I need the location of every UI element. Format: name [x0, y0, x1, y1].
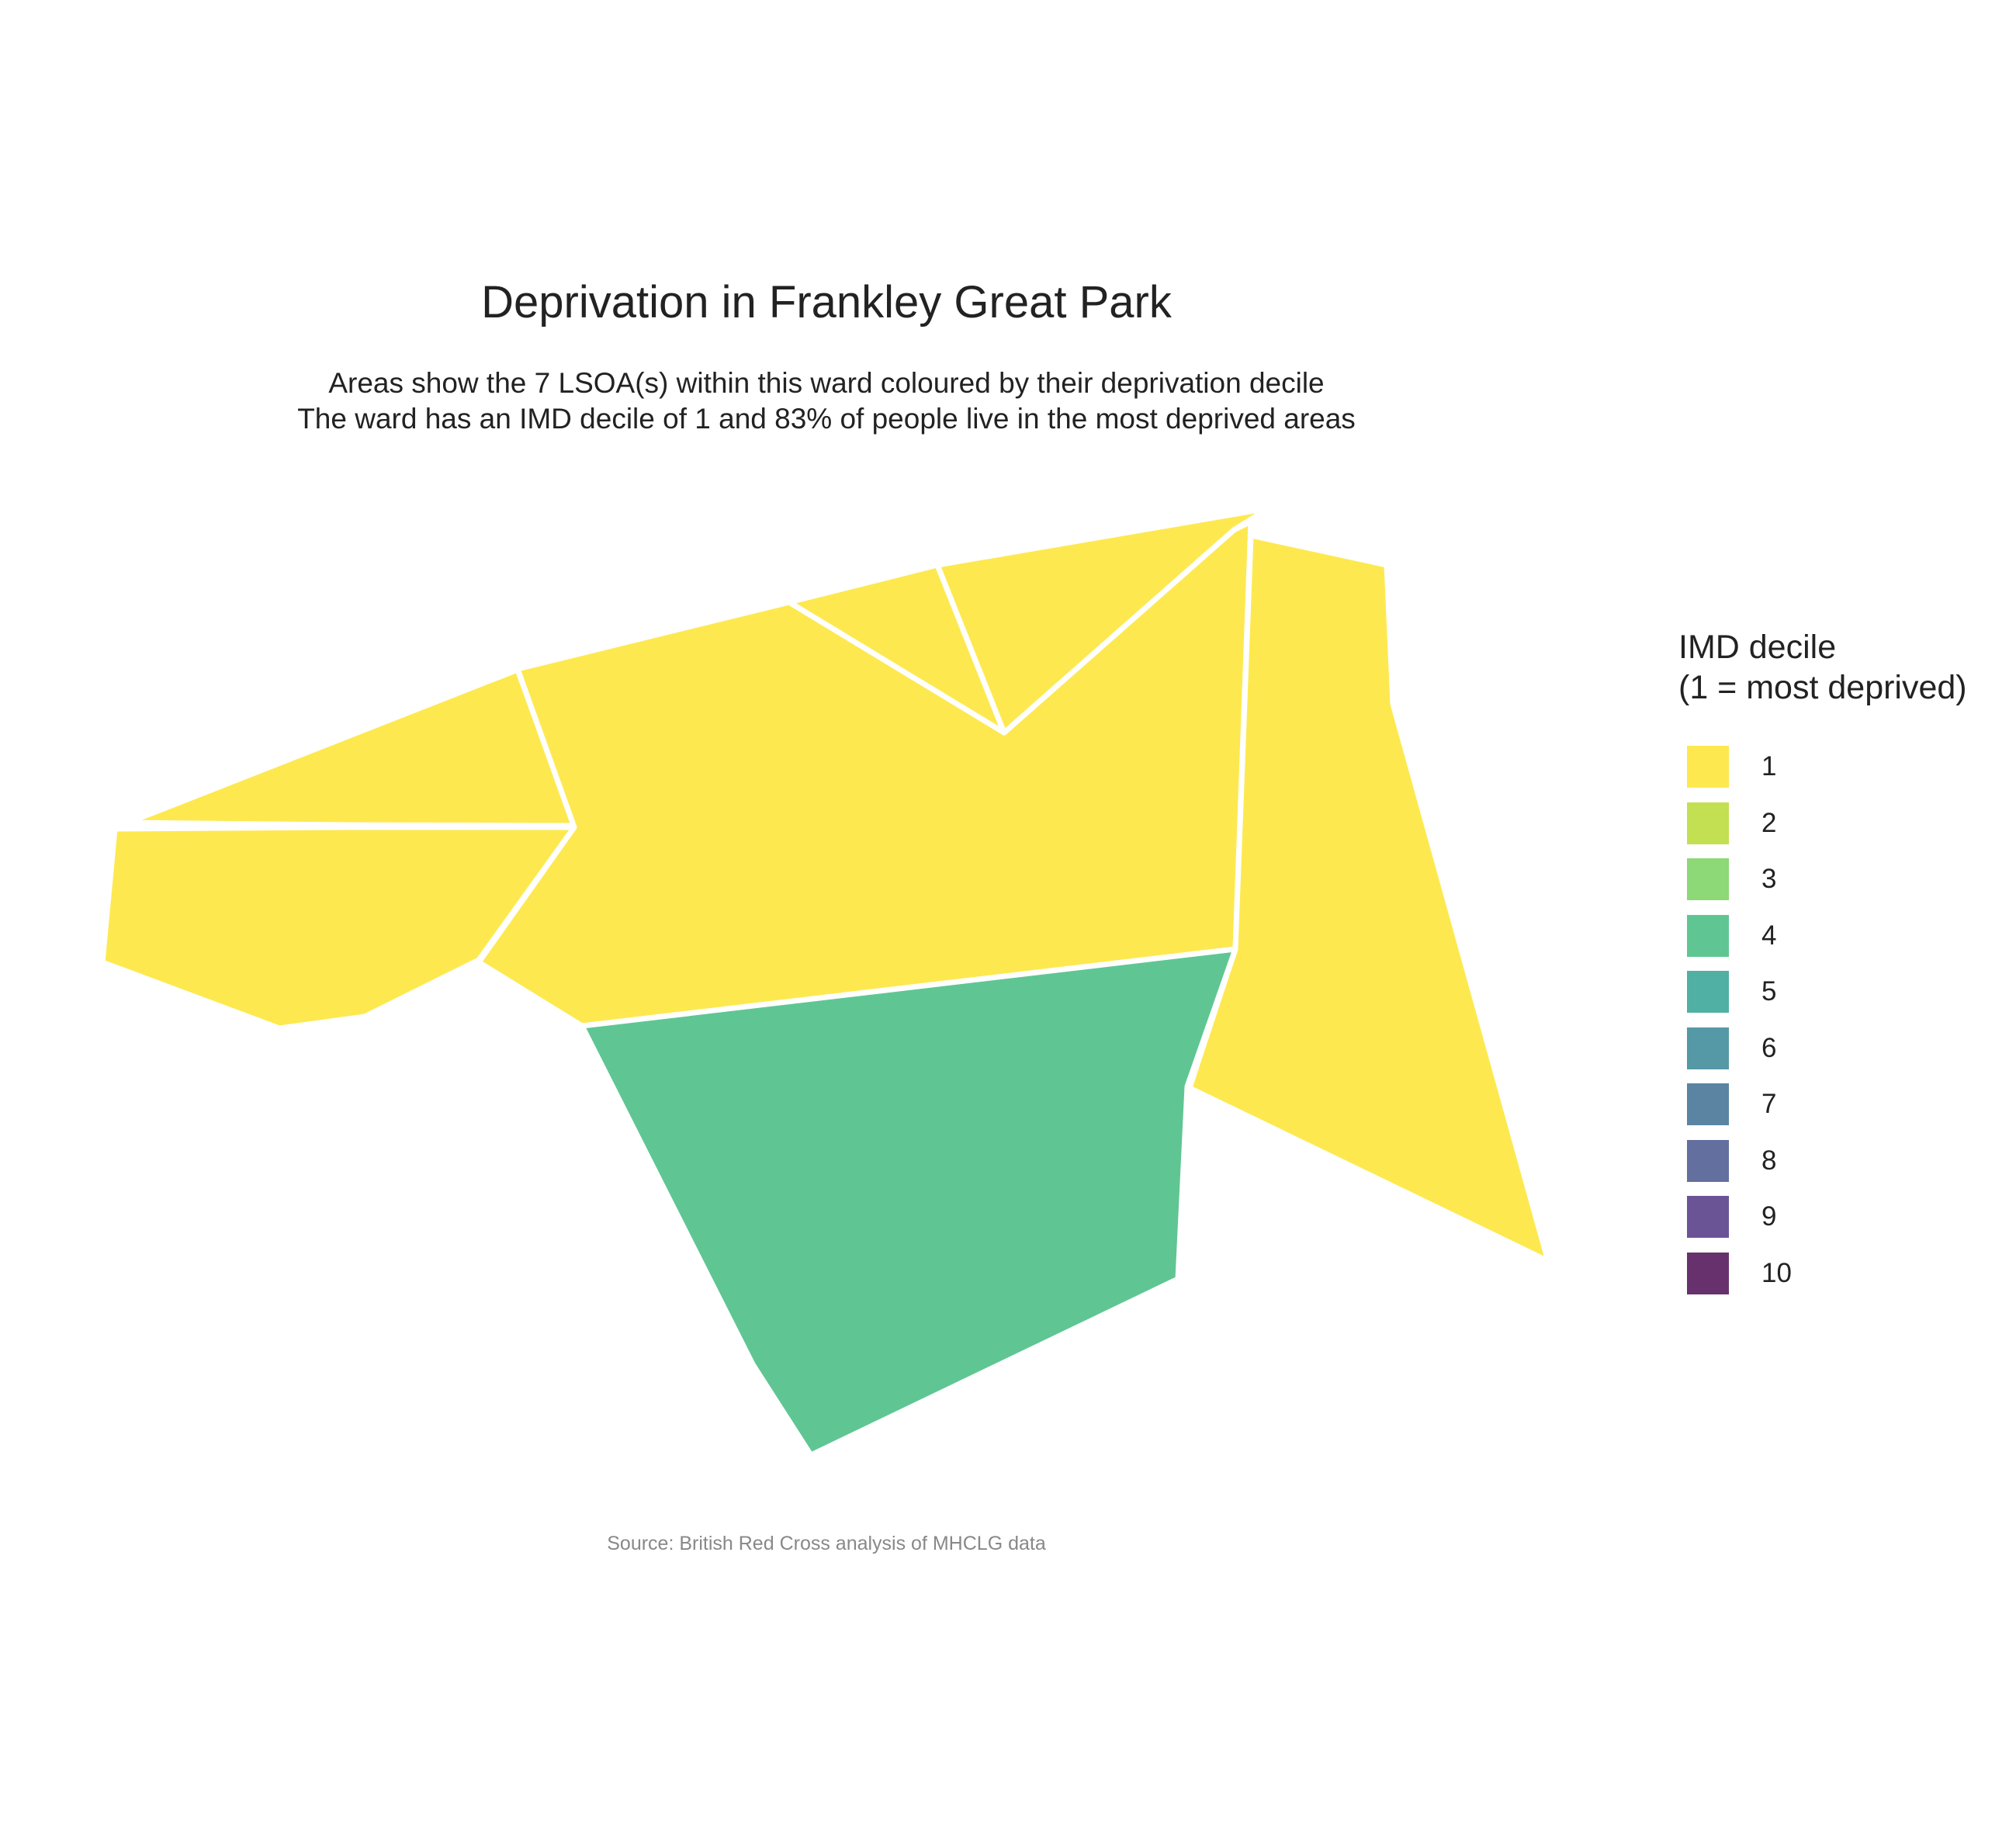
- area-west-lsoa: [99, 824, 577, 1031]
- legend-title-line-2: (1 = most deprived): [1678, 669, 1967, 706]
- legend-swatch-6: [1687, 1027, 1729, 1069]
- map-subtitle-line-1: Areas show the 7 LSOA(s) within this war…: [328, 367, 1325, 399]
- area-south-lsoa: [579, 946, 1238, 1458]
- legend-swatch-5: [1687, 971, 1729, 1014]
- legend-label-1: 1: [1761, 751, 1777, 782]
- legend-label-8: 8: [1761, 1145, 1777, 1176]
- legend-label-2: 2: [1761, 807, 1777, 838]
- legend-label-3: 3: [1761, 864, 1777, 895]
- legend-swatch-2: [1687, 802, 1729, 844]
- legend-item-9: 9: [1678, 1189, 2004, 1246]
- legend-swatch-10: [1687, 1252, 1729, 1294]
- legend-label-10: 10: [1761, 1257, 1792, 1288]
- legend-swatch-7: [1687, 1083, 1729, 1126]
- source-caption: Source: British Red Cross analysis of MH…: [607, 1533, 1046, 1554]
- legend: IMD decile (1 = most deprived) 1 2 3 4 5…: [1678, 627, 2004, 1301]
- legend-item-7: 7: [1678, 1076, 2004, 1133]
- legend-label-5: 5: [1761, 976, 1777, 1007]
- legend-label-7: 7: [1761, 1089, 1777, 1120]
- legend-label-4: 4: [1761, 920, 1777, 951]
- legend-title: IMD decile (1 = most deprived): [1678, 627, 2004, 708]
- legend-swatch-9: [1687, 1196, 1729, 1239]
- legend-item-4: 4: [1678, 908, 2004, 965]
- legend-item-10: 10: [1678, 1246, 2004, 1302]
- legend-item-3: 3: [1678, 851, 2004, 908]
- legend-swatch-1: [1687, 746, 1729, 788]
- legend-item-6: 6: [1678, 1020, 2004, 1077]
- map-subtitle-line-2: The ward has an IMD decile of 1 and 83% …: [297, 403, 1356, 435]
- legend-swatch-3: [1687, 858, 1729, 901]
- area-northeast-wedge-lsoa: [934, 505, 1272, 736]
- legend-item-1: 1: [1678, 739, 2004, 795]
- legend-swatch-4: [1687, 914, 1729, 957]
- legend-item-2: 2: [1678, 795, 2004, 852]
- map-title: Deprivation in Frankley Great Park: [481, 277, 1172, 327]
- area-northwest-lsoa: [125, 667, 577, 829]
- legend-label-9: 9: [1761, 1201, 1777, 1232]
- legend-items: 1 2 3 4 5 6 7 8: [1678, 739, 2004, 1301]
- legend-item-5: 5: [1678, 964, 2004, 1020]
- legend-item-8: 8: [1678, 1133, 2004, 1190]
- legend-swatch-8: [1687, 1139, 1729, 1182]
- legend-title-line-1: IMD decile: [1678, 629, 1837, 666]
- legend-label-6: 6: [1761, 1032, 1777, 1063]
